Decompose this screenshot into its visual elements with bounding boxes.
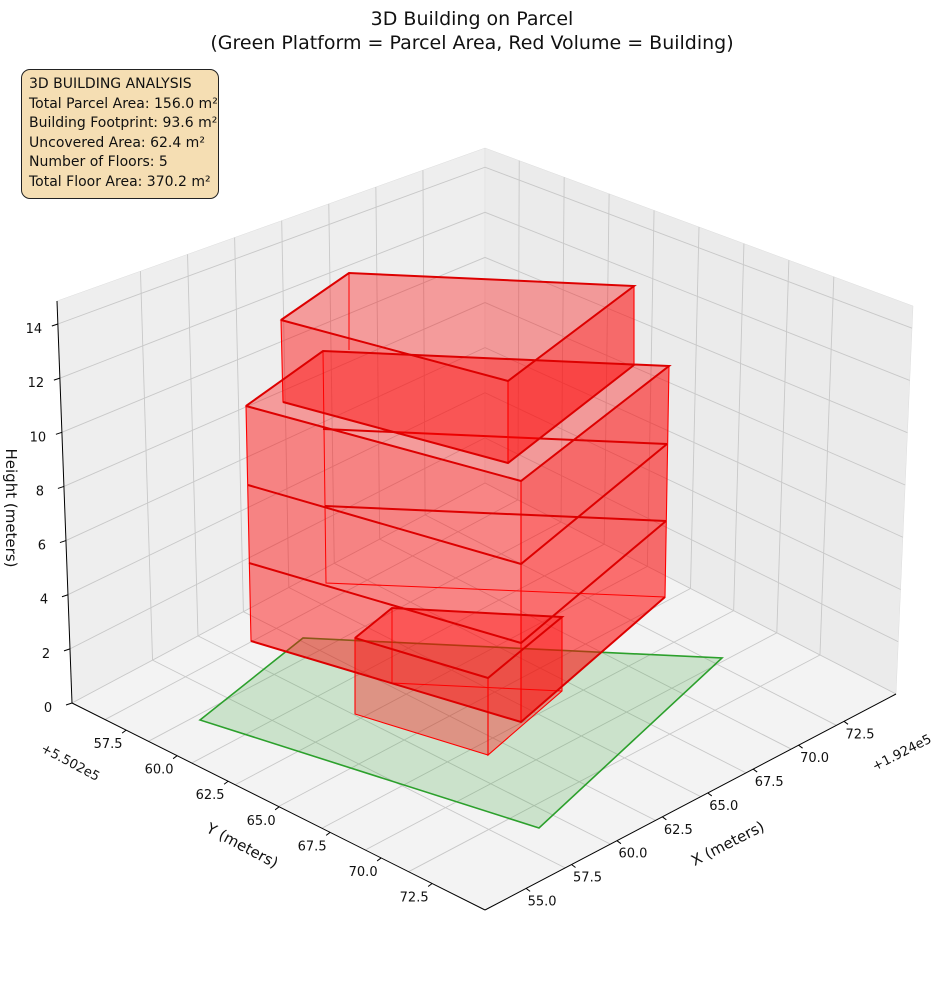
z-tick-mark [65, 702, 73, 706]
z-tick-mark [57, 485, 65, 489]
y-tick-label: 57.5 [94, 737, 123, 752]
x-axis-label: X (meters) [688, 817, 767, 869]
z-tick-label: 10 [30, 430, 47, 445]
z-tick-mark [63, 648, 71, 652]
info-total-parcel-area: Total Parcel Area: 156.0 m² [29, 95, 218, 112]
x-tick-label: 57.5 [573, 871, 602, 886]
x-tick-label: 62.5 [664, 823, 693, 838]
z-tick-mark [53, 377, 61, 381]
info-box: 3D BUILDING ANALYSIS Total Parcel Area: … [21, 69, 219, 199]
upper-floor-base-outline [282, 364, 635, 465]
x-tick-mark [843, 720, 849, 725]
chart-title: 3D Building on Parcel [371, 8, 574, 30]
z-tick-label: 8 [36, 484, 44, 499]
axis-lines [56, 300, 897, 911]
z-gridline [65, 347, 904, 541]
tower-top-outline [245, 349, 672, 483]
tower-base-outline [250, 596, 666, 724]
z-gridline [69, 437, 899, 650]
y-tick-mark [274, 806, 280, 811]
z-gridline [67, 392, 901, 596]
floor-division-line [248, 520, 667, 645]
ground-block-top-outline [354, 606, 565, 680]
z-tick-label: 0 [44, 701, 52, 716]
y-tick-label: 65.0 [247, 814, 276, 829]
x-tick-label: 67.5 [755, 775, 784, 790]
y-tick-mark [325, 831, 331, 836]
z-tick-mark [51, 323, 59, 327]
z-tick-label: 14 [26, 322, 43, 337]
x-tick-mark [616, 840, 622, 845]
z-tick-label: 4 [40, 593, 48, 608]
info-total-floor-area: Total Floor Area: 370.2 m² [29, 173, 211, 190]
y-tick-mark [223, 780, 229, 785]
chart-marks [198, 271, 724, 829]
info-title: 3D BUILDING ANALYSIS [29, 76, 192, 92]
z-axis-label: Height (meters) [2, 449, 20, 568]
info-building-footprint: Building Footprint: 93.6 m² [29, 115, 218, 132]
info-number-of-floors: Number of Floors: 5 [29, 154, 168, 171]
x-tick-label: 60.0 [618, 847, 647, 862]
z-tick-mark [55, 431, 63, 435]
x-tick-label: 70.0 [800, 751, 829, 766]
z-tick-label: 12 [28, 376, 45, 391]
x-tick-mark [707, 792, 713, 797]
y-tick-mark [121, 729, 127, 734]
y-tick-label: 72.5 [400, 891, 429, 906]
z-gridline [71, 482, 897, 704]
x-tick-mark [662, 816, 667, 821]
z-gridline [57, 166, 913, 329]
floor-division-line [324, 505, 667, 522]
z-gridline [59, 211, 910, 381]
z-tick-mark [61, 594, 69, 598]
y-tick-label: 62.5 [196, 788, 225, 803]
grid-lines [57, 160, 913, 873]
axes-panes [56, 147, 914, 911]
y-tick-label: 67.5 [298, 839, 327, 854]
y-tick-label: 70.0 [349, 865, 378, 880]
floor-division-line [322, 428, 668, 445]
x-tick-label: 65.0 [709, 799, 738, 814]
x-axis-line [484, 693, 897, 911]
x-offset-label: +1.924e5 [870, 732, 934, 775]
parcel-platform [198, 637, 724, 829]
y-tick-mark [427, 883, 433, 887]
info-uncovered-area: Uncovered Area: 62.4 m² [29, 134, 205, 151]
x-tick-mark [798, 744, 803, 749]
z-tick-label: 2 [42, 647, 50, 662]
upper-floor-outline [280, 271, 637, 383]
z-tick-label: 6 [38, 539, 46, 554]
z-gridline [61, 256, 908, 434]
x-tick-label: 72.5 [846, 727, 875, 742]
x-tick-mark [525, 888, 531, 892]
x-tick-mark [752, 768, 758, 773]
x-tick-mark [571, 864, 576, 868]
tick-labels: 55.0 57.5 60.0 62.5 65.0 67.5 70.0 72.5 57.5 60.0… [26, 322, 875, 909]
y-offset-label: +5.502e5 [38, 741, 102, 784]
z-axis-line [56, 300, 73, 704]
x-tick-label: 55.0 [528, 894, 557, 909]
chart-subtitle: (Green Platform = Parcel Area, Red Volum… [210, 32, 733, 54]
y-axis-line [71, 702, 486, 911]
z-gridline [63, 302, 906, 487]
y-tick-label: 60.0 [145, 763, 174, 778]
y-tick-mark [376, 857, 382, 862]
z-tick-mark [59, 540, 67, 544]
floor-division-line [247, 443, 668, 566]
y-tick-mark [172, 755, 178, 760]
